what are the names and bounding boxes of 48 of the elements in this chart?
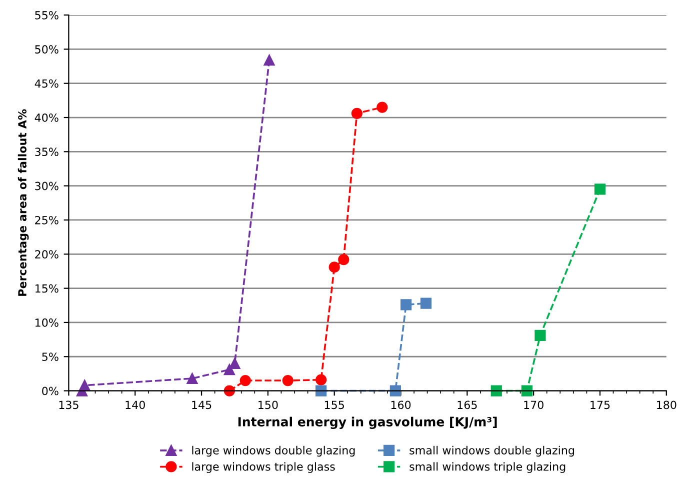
point [316,385,327,396]
point [390,385,401,396]
y-tick-label: 20% [35,250,58,259]
x-axis-title: Internal energy in gasvolume [KJ/m³] [238,416,497,430]
x-tick-label: 135 [59,400,78,410]
point [420,298,432,309]
point [490,385,502,396]
point [400,299,412,310]
x-tick-label: 170 [524,400,544,410]
x-tick-label: 160 [391,400,411,410]
x-tick-label: 150 [258,400,278,410]
point [224,364,235,376]
point [282,374,294,386]
y-tick-label: 50% [35,45,58,54]
y-tick-label: 45% [34,79,58,88]
point [186,372,198,384]
y-tick-label: 0% [42,386,58,396]
y-tick-label: 5% [42,352,58,361]
point [534,330,546,341]
y-tick-label: 40% [34,113,58,122]
y-tick-label: 55% [35,11,58,20]
point [338,254,350,266]
x-tick-label: 145 [192,400,212,410]
legend-label: small windows double glazing [410,446,574,457]
y-tick-label: 35% [35,148,58,156]
point [594,184,606,195]
point [316,374,327,386]
point [264,54,275,66]
legend-label: large windows double glazing [192,446,355,457]
point [229,358,240,370]
point [521,385,532,396]
point [351,108,362,119]
x-tick-label: 155 [324,400,344,410]
y-tick-label: 10% [36,318,58,327]
y-tick-label: 15% [36,284,58,293]
y-axis-title: Percentage area of fallout A% [18,109,29,296]
legend-label: large windows triple glass [192,462,335,473]
x-tick-label: 165 [458,400,477,410]
point [376,102,388,113]
x-tick-label: 175 [590,400,610,410]
point [240,374,251,386]
x-tick-label: 140 [126,400,145,410]
point [79,380,90,391]
y-tick-label: 30% [35,182,58,190]
x-tick-label: 180 [657,400,676,410]
y-tick-label: 25% [35,216,58,224]
point [328,262,340,273]
legend-label: small windows triple glazing [410,462,566,473]
